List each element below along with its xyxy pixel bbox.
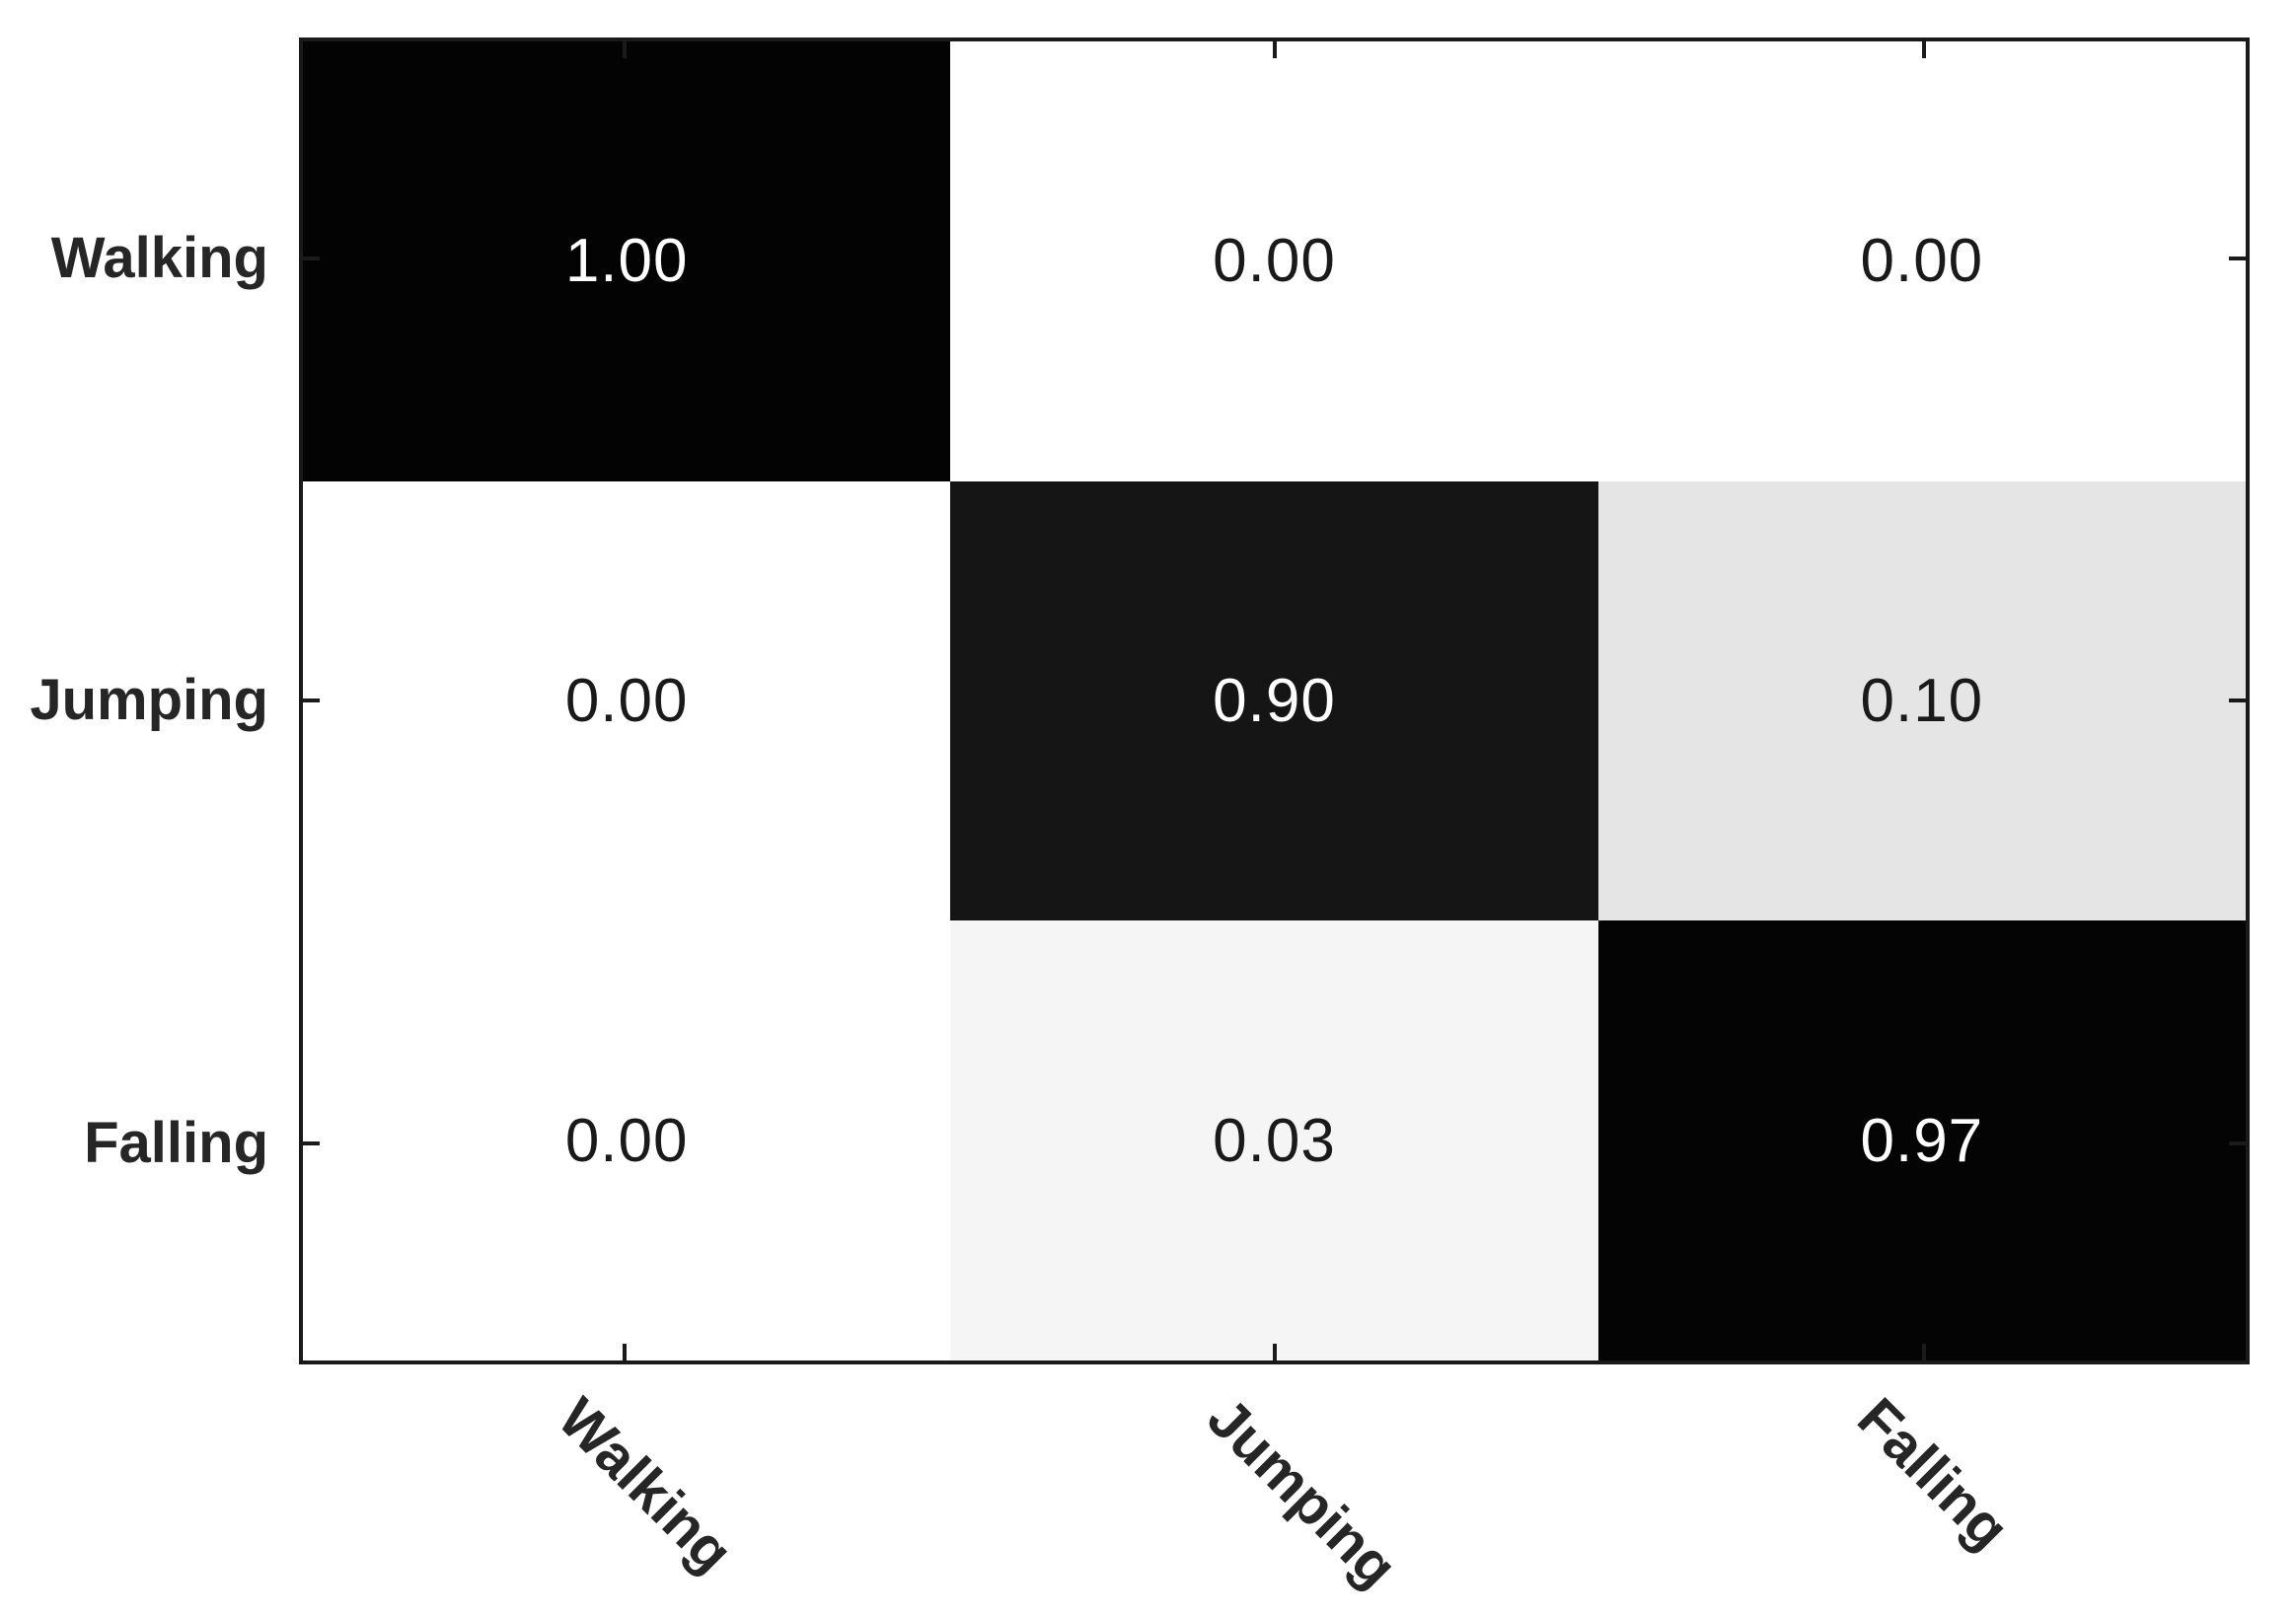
matrix-cell-falling-jumping: 0.03 [950, 920, 1598, 1360]
x-tick-label-walking: Walking [546, 1385, 745, 1585]
tick-mark [1922, 1344, 1926, 1360]
tick-mark [2229, 257, 2246, 260]
matrix-cell-falling-walking: 0.00 [303, 920, 951, 1360]
y-tick-label-walking: Walking [50, 226, 268, 290]
matrix-cell-jumping-walking: 0.00 [303, 480, 951, 921]
tick-mark [623, 41, 627, 58]
x-tick-label-falling: Falling [1845, 1385, 2022, 1562]
matrix-cell-walking-falling: 0.00 [1597, 41, 2246, 481]
tick-mark [2229, 1141, 2246, 1145]
tick-mark [1922, 41, 1926, 58]
matrix-cell-falling-falling: 0.97 [1597, 920, 2246, 1360]
matrix-cell-jumping-falling: 0.10 [1597, 480, 2246, 921]
y-tick-label-falling: Falling [84, 1111, 268, 1175]
tick-mark [2229, 698, 2246, 702]
y-tick-label-jumping: Jumping [30, 668, 268, 732]
tick-mark [1273, 1344, 1277, 1360]
tick-mark [303, 1141, 320, 1145]
tick-mark [303, 257, 320, 260]
x-tick-label-jumping: Jumping [1195, 1385, 1410, 1600]
matrix-cell-walking-jumping: 0.00 [950, 41, 1598, 481]
heatmap-grid: 1.00 0.00 0.00 0.00 0.90 0.10 0.00 0.03 … [299, 37, 2250, 1364]
tick-mark [1273, 41, 1277, 58]
tick-mark [623, 1344, 627, 1360]
matrix-cell-walking-walking: 1.00 [303, 41, 951, 481]
matrix-cell-jumping-jumping: 0.90 [950, 480, 1598, 921]
tick-mark [303, 698, 320, 702]
